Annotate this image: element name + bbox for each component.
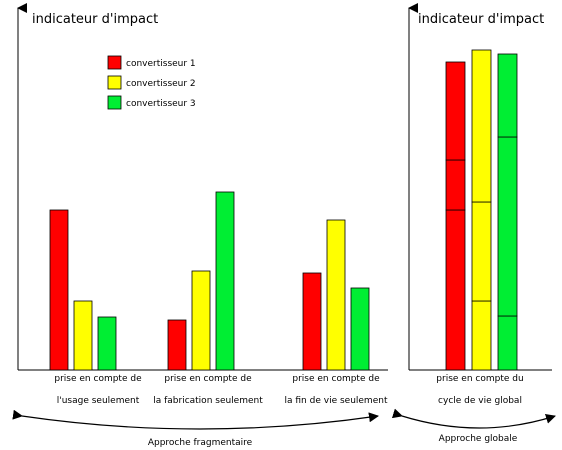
global-chart: indicateur d'impact prise en compte du cyc… bbox=[391, 3, 556, 444]
category-label-global-line1: prise en compte du bbox=[436, 374, 523, 384]
legend-label-convertisseur-1: convertisseur 1 bbox=[126, 59, 196, 69]
bar-convertisseur-3-cat3 bbox=[350, 287, 370, 371]
bar-convertisseur-1-cat1 bbox=[49, 209, 69, 371]
y-axis-label: indicateur d'impact bbox=[32, 12, 158, 27]
legend-swatch-convertisseur-3 bbox=[107, 95, 122, 110]
bar-convertisseur-3-cat2 bbox=[215, 191, 235, 371]
category-label-2-line1: prise en compte de bbox=[164, 374, 252, 384]
bar-convertisseur-1-cat2 bbox=[167, 319, 187, 371]
fragmentary-chart: indicateur d'impact prise en compte de l'u… bbox=[12, 3, 388, 448]
stacked-bar-convertisseur-2-segment2 bbox=[471, 201, 492, 302]
fragmentary-bracket bbox=[12, 409, 379, 430]
legend-swatch-convertisseur-1 bbox=[107, 55, 122, 70]
stacked-bar-convertisseur-3-segment1 bbox=[497, 315, 518, 371]
stacked-bar-convertisseur-3-segment3 bbox=[497, 53, 518, 138]
global-bracket bbox=[391, 408, 556, 429]
category-label-global-line2: cycle de vie global bbox=[438, 396, 522, 406]
legend-swatch-convertisseur-2 bbox=[107, 75, 122, 90]
bar-convertisseur-2-cat1 bbox=[73, 300, 93, 371]
category-label-3-line1: prise en compte de bbox=[292, 374, 380, 384]
bar-convertisseur-3-cat1 bbox=[97, 316, 117, 371]
stacked-bar-convertisseur-1-segment3 bbox=[445, 61, 466, 161]
category-label-2-line2: la fabrication seulement bbox=[153, 396, 263, 406]
category-label-3-line2: la fin de vie seulement bbox=[285, 396, 388, 406]
y-axis-label-right: indicateur d'impact bbox=[418, 12, 544, 27]
bar-convertisseur-1-cat3 bbox=[302, 272, 322, 371]
category-label-1-line2: l'usage seulement bbox=[57, 396, 140, 406]
category-label-1-line1: prise en compte de bbox=[54, 374, 142, 384]
legend-label-convertisseur-3: convertisseur 3 bbox=[126, 99, 196, 109]
bar-convertisseur-2-cat3 bbox=[326, 219, 346, 371]
stacked-bar-convertisseur-1-segment1 bbox=[445, 209, 466, 371]
stacked-bar-convertisseur-2-segment1 bbox=[471, 300, 492, 371]
stacked-bar-convertisseur-1-segment2 bbox=[445, 159, 466, 211]
group-label-global: Approche globale bbox=[439, 434, 518, 444]
legend-label-convertisseur-2: convertisseur 2 bbox=[126, 79, 196, 89]
stacked-bar-convertisseur-3-segment2 bbox=[497, 136, 518, 317]
stacked-bar-convertisseur-2-segment3 bbox=[471, 49, 492, 203]
bar-convertisseur-2-cat2 bbox=[191, 270, 211, 371]
group-label-fragmentary: Approche fragmentaire bbox=[148, 438, 253, 448]
